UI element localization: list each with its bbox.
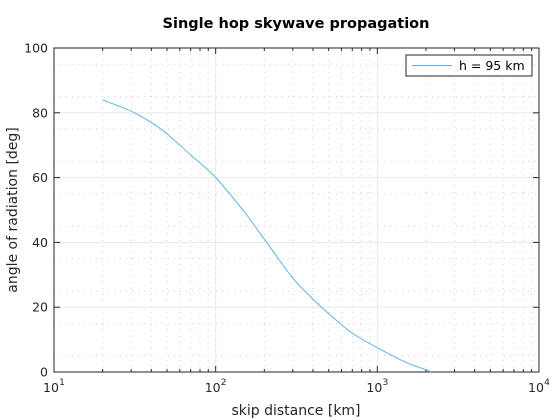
x-tick-exponent: 2 — [221, 378, 227, 388]
y-tick-label: 0 — [40, 365, 48, 380]
x-tick-label: 10 — [43, 380, 59, 395]
x-tick-exponent: 3 — [382, 378, 388, 388]
chart-title: Single hop skywave propagation — [163, 16, 430, 32]
legend-box — [405, 54, 533, 77]
x-tick-exponent: 4 — [544, 378, 550, 388]
y-tick-label: 40 — [32, 235, 48, 250]
x-tick-label: 10 — [528, 380, 544, 395]
x-axis-label: skip distance [km] — [231, 403, 360, 419]
x-tick-label: 10 — [366, 380, 382, 395]
series-line — [102, 99, 432, 373]
y-tick-label: 100 — [24, 41, 48, 56]
legend: h = 95 km — [405, 54, 533, 77]
y-tick-label: 80 — [32, 105, 48, 120]
y-tick-label: 60 — [32, 170, 48, 185]
x-tick-label: 10 — [205, 380, 221, 395]
y-tick-label: 20 — [32, 300, 48, 315]
grid — [53, 47, 540, 373]
y-axis-label: angle of radiation [deg] — [5, 127, 21, 293]
x-tick-exponent: 1 — [59, 378, 65, 388]
plot-area — [53, 47, 540, 373]
legend-entry: h = 95 km — [459, 58, 525, 73]
series-layer — [102, 99, 432, 373]
